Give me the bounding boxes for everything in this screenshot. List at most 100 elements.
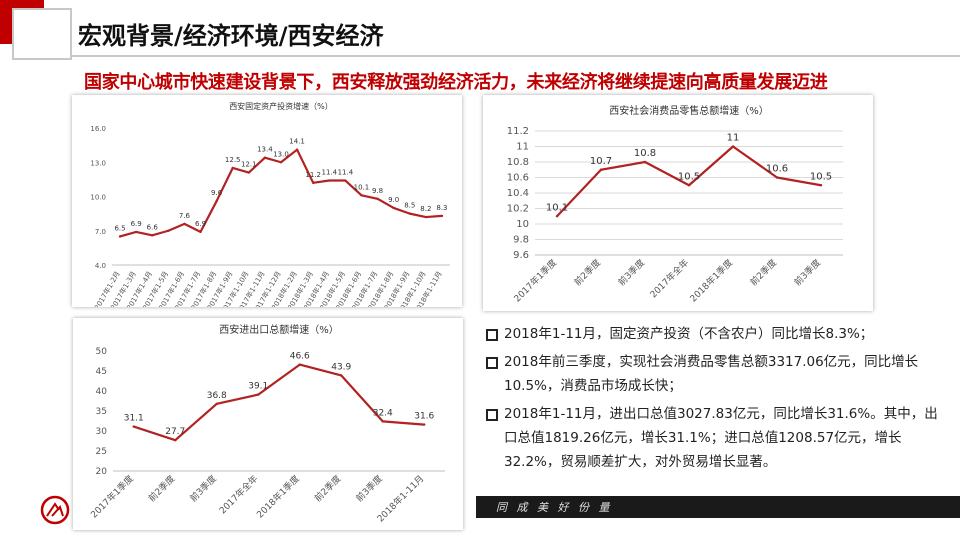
data-label: 32.4	[373, 408, 393, 418]
data-point	[555, 215, 559, 218]
checkbox-icon	[486, 409, 498, 421]
y-tick-label: 50	[96, 347, 108, 357]
data-label: 10.8	[634, 148, 656, 159]
data-point	[183, 222, 186, 226]
data-label: 31.6	[414, 412, 434, 422]
data-point	[392, 206, 395, 210]
y-tick-label: 10.8	[507, 157, 529, 168]
data-label: 8.3	[436, 204, 447, 212]
x-tick-label: 前2季度	[747, 257, 779, 289]
series-line	[133, 363, 425, 442]
data-label: 11.4	[338, 169, 354, 177]
data-point	[687, 184, 691, 187]
y-tick-label: 11.2	[507, 126, 529, 137]
data-label: 36.8	[207, 391, 227, 401]
data-label: 8.5	[404, 202, 415, 210]
y-tick-label: 13.0	[90, 159, 106, 167]
x-tick-label: 前3季度	[791, 257, 823, 289]
x-tick-label: 2017年全年	[647, 257, 691, 301]
data-point	[215, 402, 218, 405]
y-tick-label: 7.0	[95, 228, 106, 236]
data-point	[731, 145, 735, 148]
data-point	[295, 148, 299, 151]
data-label: 9.0	[388, 196, 399, 204]
data-label: 7.6	[179, 212, 191, 220]
data-point	[199, 230, 202, 234]
notes-list: 2018年1-11月，固定资产投资（不含农户）同比增长8.3%； 2018年前三…	[484, 322, 944, 478]
data-label: 12.5	[225, 156, 241, 164]
data-label: 11	[727, 133, 740, 144]
y-tick-label: 35	[96, 407, 107, 417]
x-tick-label: 2017年1季度	[88, 473, 136, 521]
header-divider	[72, 55, 960, 57]
data-label: 10.1	[546, 202, 568, 213]
x-tick-label: 前2季度	[312, 473, 344, 505]
data-point	[643, 160, 647, 164]
page-title: 宏观背景/经济环境/西安经济	[78, 22, 384, 50]
data-label: 10.1	[354, 183, 370, 191]
data-label: 6.6	[147, 223, 159, 231]
data-label: 11.4	[321, 169, 337, 177]
y-tick-label: 11	[516, 142, 529, 153]
y-tick-label: 45	[96, 367, 107, 377]
note-item: 2018年1-11月，固定资产投资（不含农户）同比增长8.3%；	[484, 322, 944, 346]
data-point	[423, 423, 426, 426]
checkbox-icon	[486, 329, 498, 341]
data-point	[344, 179, 347, 182]
y-tick-label: 40	[96, 387, 108, 397]
y-tick-label: 10.2	[507, 204, 529, 215]
x-tick-label: 前3季度	[615, 257, 647, 289]
chart-title: 西安固定资产投资增速（%）	[229, 101, 333, 111]
data-point	[819, 184, 823, 187]
data-point	[257, 393, 260, 396]
y-tick-label: 20	[96, 467, 108, 477]
data-point	[311, 181, 315, 184]
note-text: 2018年前三季度，实现社会消费品零售总额3317.06亿元，同比增长10.5%…	[504, 354, 919, 394]
y-tick-label: 9.8	[513, 235, 529, 246]
data-point	[340, 374, 343, 377]
y-tick-label: 10.4	[507, 188, 529, 199]
data-point	[360, 194, 363, 197]
chart-svg: 西安固定资产投资增速（%） 4.0 7.0 10.0 13.0 16.0 6.5 6.9 6.6…	[90, 101, 450, 307]
data-point	[134, 230, 138, 234]
y-tick-label: 10.0	[90, 194, 106, 202]
data-point	[599, 168, 603, 171]
x-tick-label: 前3季度	[187, 473, 219, 505]
data-point	[247, 171, 251, 174]
x-tick-label: 2018年1季度	[254, 473, 302, 521]
data-point	[174, 439, 177, 442]
x-tick-label: 2017年1季度	[511, 257, 559, 305]
data-point	[167, 229, 170, 232]
y-tick-label: 16.0	[90, 125, 106, 133]
data-point	[151, 234, 154, 237]
data-label: 46.6	[290, 352, 310, 362]
y-tick-label: 9.6	[513, 250, 529, 261]
data-point	[381, 420, 384, 423]
chart-retail-sales: 西安社会消费品零售总额增速（%） 9.6 9.8 10 10.2 10.4 10.6 10.8…	[483, 95, 873, 311]
data-point	[118, 235, 122, 238]
x-tick-label: 前2季度	[571, 257, 603, 289]
data-label: 8.2	[420, 205, 431, 213]
header-frame	[12, 8, 72, 60]
checkbox-icon	[486, 357, 498, 369]
data-label: 10.6	[766, 164, 788, 175]
y-tick-label: 10.6	[507, 173, 529, 184]
data-label: 14.1	[289, 138, 305, 146]
footer-band: 同 成 美 好 份 量	[476, 496, 960, 518]
data-point	[298, 363, 301, 366]
data-label: 12.1	[241, 161, 257, 169]
company-logo-icon	[40, 495, 70, 525]
data-label: 43.9	[331, 362, 351, 372]
data-point	[424, 215, 428, 219]
note-text: 2018年1-11月，固定资产投资（不含农户）同比增长8.3%；	[504, 326, 874, 342]
chart-title: 西安社会消费品零售总额增速（%）	[609, 104, 769, 117]
note-item: 2018年1-11月，进出口总值3027.83亿元，同比增长31.6%。其中，出…	[484, 402, 944, 474]
x-tick-label: 前2季度	[146, 473, 178, 505]
data-point	[132, 425, 135, 428]
data-point	[328, 179, 331, 182]
x-tick-label: 前3季度	[353, 473, 385, 505]
data-point	[279, 161, 283, 164]
data-label: 10.7	[590, 156, 612, 167]
data-label: 31.1	[124, 414, 144, 424]
data-point	[215, 199, 218, 203]
